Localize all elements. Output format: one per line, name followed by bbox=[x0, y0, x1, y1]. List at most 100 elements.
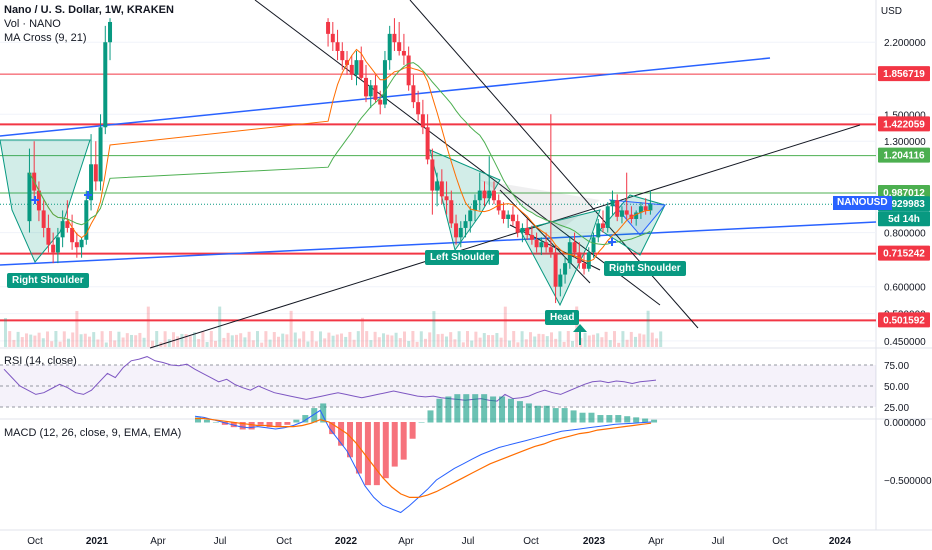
macd-histogram-bar bbox=[400, 422, 407, 460]
volume-indicator-label[interactable]: Vol · NANO bbox=[4, 18, 61, 30]
volume-bar bbox=[218, 306, 222, 347]
volume-bar bbox=[390, 335, 394, 347]
price-tag: 0.501592 bbox=[878, 312, 930, 328]
volume-bar bbox=[172, 332, 175, 347]
volume-bar bbox=[75, 310, 79, 347]
symbol-title[interactable]: Nano / U. S. Dollar, 1W, KRAKEN bbox=[4, 4, 174, 16]
candle-body bbox=[463, 221, 468, 228]
candle-body bbox=[435, 181, 440, 191]
price-tag-text: 1.856719 bbox=[883, 69, 925, 80]
volume-bar bbox=[545, 336, 549, 347]
price-tick-label: 0.600000 bbox=[884, 283, 926, 294]
candle-body bbox=[544, 242, 549, 248]
candle-body bbox=[387, 33, 392, 61]
volume-bar bbox=[235, 334, 238, 347]
candle-body bbox=[378, 99, 383, 105]
volume-bar bbox=[550, 332, 553, 347]
volume-bar bbox=[121, 337, 125, 347]
macd-histogram-bar bbox=[490, 396, 497, 423]
candle-body bbox=[108, 21, 113, 43]
volume-bar bbox=[96, 339, 100, 347]
macd-histogram-bar bbox=[203, 419, 210, 423]
macd-histogram-bar bbox=[257, 422, 264, 425]
candle-body bbox=[596, 223, 601, 238]
price-tick-label: 0.800000 bbox=[884, 229, 926, 240]
macd-tick-label: 0.000000 bbox=[884, 418, 926, 429]
rsi-tick-label: 50.00 bbox=[884, 382, 909, 393]
volume-bar bbox=[310, 331, 314, 347]
ma-cross-indicator-label[interactable]: MA Cross (9, 21) bbox=[4, 32, 87, 44]
price-tag-text: 0.929983 bbox=[883, 199, 925, 210]
volume-bar bbox=[587, 335, 591, 347]
volume-bar bbox=[12, 339, 16, 347]
volume-bar bbox=[163, 331, 167, 347]
macd-histogram-bar bbox=[275, 422, 282, 428]
macd-histogram-bar bbox=[543, 405, 550, 423]
macd-pane-label[interactable]: MACD (12, 26, close, 9, EMA, EMA) bbox=[4, 427, 182, 439]
macd-histogram-bar bbox=[552, 408, 559, 423]
macd-histogram-bar bbox=[338, 422, 345, 446]
volume-bar bbox=[155, 331, 159, 347]
volume-bar bbox=[37, 332, 41, 347]
ma-slow-line bbox=[28, 62, 651, 246]
candle-body bbox=[340, 50, 345, 61]
trendline-channel bbox=[509, 224, 601, 271]
macd-histogram-bar bbox=[302, 415, 309, 423]
candle-body bbox=[345, 60, 350, 65]
volume-bar bbox=[289, 310, 293, 347]
time-tick-label: Jul bbox=[462, 536, 475, 547]
price-tag-bg bbox=[878, 245, 930, 261]
volume-bar bbox=[335, 334, 339, 347]
rsi-line bbox=[3, 356, 657, 402]
candle-body bbox=[382, 60, 387, 105]
price-tag: 1.856719 bbox=[878, 66, 930, 82]
candle-body bbox=[103, 42, 108, 128]
volume-bar bbox=[419, 331, 423, 347]
volume-bar bbox=[520, 331, 524, 347]
volume-bar bbox=[571, 341, 574, 347]
ma-fast-line bbox=[28, 48, 651, 262]
volume-bar bbox=[449, 332, 453, 347]
trendline-support bbox=[0, 221, 877, 266]
volume-bar bbox=[184, 334, 188, 347]
candle-body bbox=[397, 42, 402, 51]
price-tag-text: 5d 14h bbox=[888, 214, 920, 225]
rsi-pane-label[interactable]: RSI (14, close) bbox=[4, 355, 77, 367]
candle-body bbox=[610, 200, 615, 207]
volume-bar bbox=[302, 331, 306, 347]
volume-bar bbox=[604, 331, 608, 347]
volume-bar bbox=[134, 335, 138, 347]
macd-line bbox=[194, 409, 652, 514]
candles bbox=[27, 18, 653, 304]
volume-bar bbox=[625, 339, 629, 347]
macd-histogram-bar bbox=[507, 398, 514, 423]
price-tag-text: 0.501592 bbox=[883, 315, 925, 326]
candle-body bbox=[439, 181, 444, 197]
volume-bar bbox=[453, 339, 457, 347]
volume-bar bbox=[508, 340, 511, 347]
volume-bar bbox=[113, 340, 117, 347]
volume-bar bbox=[482, 333, 486, 347]
right-shoulder-label-right: Right Shoulder bbox=[604, 261, 686, 276]
candle-body bbox=[458, 227, 463, 238]
volume-bar bbox=[8, 331, 12, 347]
volume-bar bbox=[629, 331, 633, 347]
volume-bar bbox=[386, 334, 390, 347]
volume-bar bbox=[83, 333, 87, 347]
price-tag-bg bbox=[878, 147, 930, 163]
candle-body bbox=[449, 200, 454, 224]
volume-bar bbox=[214, 340, 217, 347]
macd-histogram-bar bbox=[212, 422, 219, 423]
volume-bar bbox=[503, 306, 507, 347]
macd-histogram-bar bbox=[355, 422, 362, 474]
time-tick-label: 2021 bbox=[86, 536, 109, 547]
volume-bar bbox=[319, 331, 322, 347]
time-tick-label: Apr bbox=[648, 536, 664, 547]
rsi-tick-label: 25.00 bbox=[884, 403, 909, 414]
volume-bar bbox=[125, 333, 129, 347]
volume-bar bbox=[25, 333, 28, 347]
volume-bar bbox=[256, 331, 259, 347]
price-tick-label: 0.450000 bbox=[884, 337, 926, 348]
